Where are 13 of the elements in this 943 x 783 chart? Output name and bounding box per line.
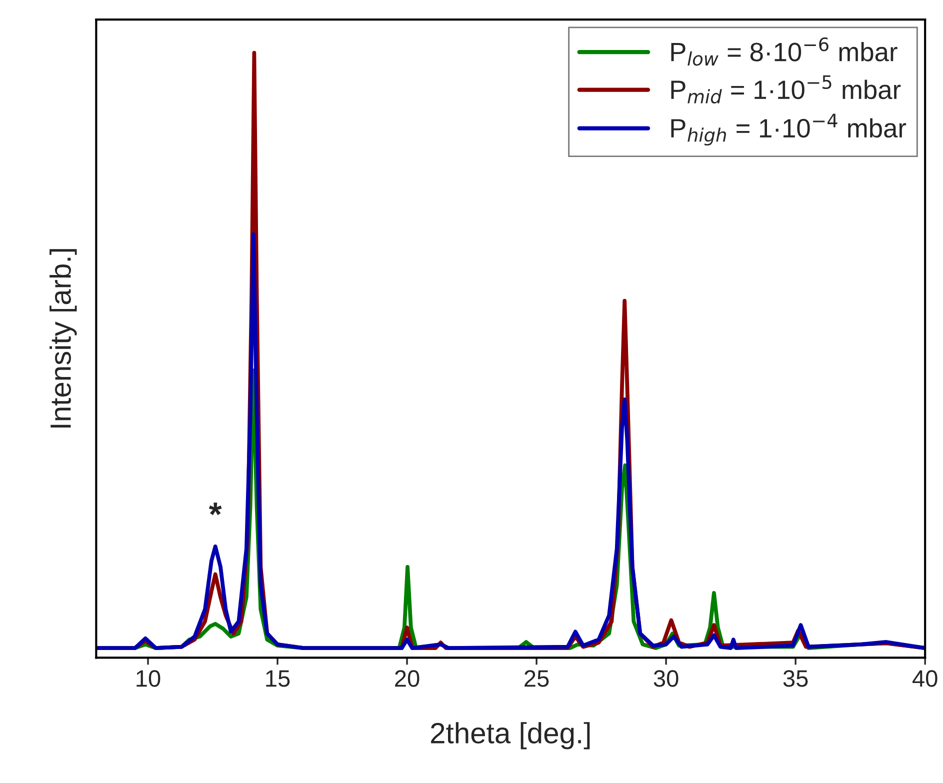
x-tick-label: 25 [524, 670, 549, 687]
legend-label: P$_{mid}$ = 1·10$^{−5}$ mbar [671, 75, 901, 104]
x-tick-label: 40 [912, 670, 938, 687]
x-tick-label: 20 [395, 670, 420, 687]
legend-label: P$_{high}$ = 1·10$^{−4}$ mbar [671, 114, 906, 146]
x-tick-label: 15 [266, 670, 290, 687]
x-tick-label: 10 [136, 670, 160, 687]
annotation: * [208, 502, 222, 516]
y-axis-title: Intensity [arb.] [50, 249, 77, 428]
x-tick-label: 35 [783, 670, 808, 687]
legend-label: P$_{low}$ = 8·10$^{−6}$ mbar [671, 37, 898, 66]
x-axis-title: 2theta [deg.] [431, 722, 590, 750]
x-tick-label: 30 [654, 670, 678, 687]
